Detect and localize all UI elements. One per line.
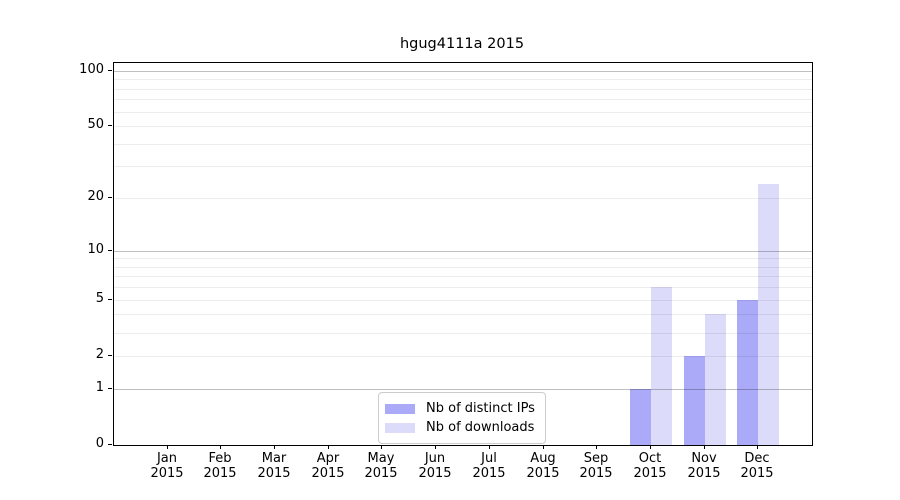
y-tick-label-100: 100: [79, 62, 104, 77]
x-tick-may: [381, 445, 382, 449]
x-tick-jun: [435, 445, 436, 449]
gridline-minor-8: [114, 267, 812, 268]
x-tick-label-dec: Dec 2015: [740, 451, 774, 481]
x-tick-jan: [167, 445, 168, 449]
bar-nov-nb-of-distinct-ips: [683, 355, 705, 445]
x-tick-aug: [543, 445, 544, 449]
y-tick-5: [108, 299, 112, 300]
x-tick-label-may: May 2015: [364, 451, 398, 481]
grid-layer: [114, 63, 812, 445]
gridline-minor-50: [114, 126, 812, 127]
x-tick-oct: [650, 445, 651, 449]
gridline-minor-70: [114, 99, 812, 100]
legend-label: Nb of downloads: [426, 420, 535, 435]
gridline-major-1: [114, 389, 812, 390]
gridline-minor-60: [114, 112, 812, 113]
x-tick-label-jun: Jun 2015: [418, 451, 452, 481]
x-tick-dec: [757, 445, 758, 449]
legend-label: Nb of distinct IPs: [426, 401, 535, 416]
gridline-minor-6: [114, 287, 812, 288]
y-tick-50: [108, 125, 112, 126]
gridline-minor-90: [114, 79, 812, 80]
gridline-minor-30: [114, 166, 812, 167]
gridline-minor-7: [114, 276, 812, 277]
y-tick-label-0: 0: [95, 436, 104, 451]
bars-layer: [114, 63, 812, 445]
y-tick-1: [108, 388, 112, 389]
y-tick-label-1: 1: [95, 380, 104, 395]
x-tick-label-jul: Jul 2015: [472, 451, 506, 481]
y-tick-20: [108, 197, 112, 198]
legend: Nb of distinct IPs Nb of downloads: [378, 392, 546, 444]
y-tick-label-10: 10: [87, 242, 104, 257]
x-tick-sep: [596, 445, 597, 449]
legend-swatch-icon: [385, 403, 415, 414]
x-tick-label-jan: Jan 2015: [150, 451, 184, 481]
x-tick-label-feb: Feb 2015: [203, 451, 237, 481]
y-tick-label-2: 2: [95, 347, 104, 362]
x-tick-label-sep: Sep 2015: [579, 451, 613, 481]
x-tick-nov: [704, 445, 705, 449]
y-tick-label-20: 20: [87, 189, 104, 204]
x-tick-jul: [489, 445, 490, 449]
gridline-minor-5: [114, 300, 812, 301]
y-tick-10: [108, 250, 112, 251]
gridline-minor-2: [114, 356, 812, 357]
y-tick-0: [108, 444, 112, 445]
y-tick-label-5: 5: [95, 291, 104, 306]
gridline-minor-9: [114, 258, 812, 259]
chart-title: hgug4111a 2015: [399, 36, 525, 52]
x-tick-label-nov: Nov 2015: [687, 451, 721, 481]
gridline-major-100: [114, 71, 812, 72]
gridline-minor-3: [114, 333, 812, 334]
legend-item-nb-of-distinct-ips: Nb of distinct IPs: [385, 399, 535, 418]
bar-oct-nb-of-downloads: [650, 287, 672, 445]
bar-dec-nb-of-distinct-ips: [737, 299, 759, 445]
x-tick-apr: [328, 445, 329, 449]
x-tick-label-oct: Oct 2015: [633, 451, 667, 481]
y-tick-label-50: 50: [87, 117, 104, 132]
gridline-minor-4: [114, 314, 812, 315]
gridline-minor-80: [114, 89, 812, 90]
bar-dec-nb-of-downloads: [758, 183, 780, 445]
y-tick-100: [108, 70, 112, 71]
gridline-minor-20: [114, 198, 812, 199]
legend-item-nb-of-downloads: Nb of downloads: [385, 418, 535, 437]
y-tick-2: [108, 355, 112, 356]
x-tick-feb: [220, 445, 221, 449]
gridline-minor-40: [114, 144, 812, 145]
x-tick-label-apr: Apr 2015: [311, 451, 345, 481]
gridline-major-10: [114, 251, 812, 252]
legend-swatch-icon: [385, 422, 415, 433]
bar-oct-nb-of-distinct-ips: [629, 388, 651, 445]
plot-area: [113, 62, 813, 446]
bar-nov-nb-of-downloads: [704, 314, 726, 445]
x-tick-label-aug: Aug 2015: [526, 451, 560, 481]
x-tick-mar: [274, 445, 275, 449]
x-tick-label-mar: Mar 2015: [257, 451, 291, 481]
